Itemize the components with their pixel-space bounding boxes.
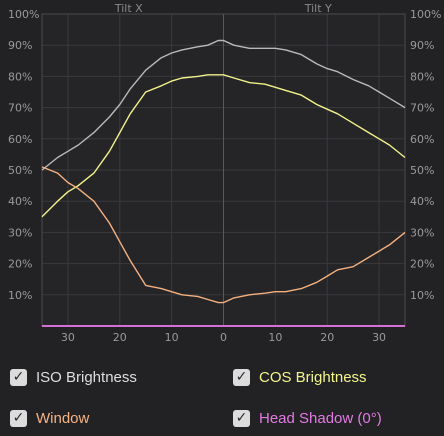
y-tick-label-right: 10% [410,289,434,302]
y-tick-label-left: 50% [8,164,32,177]
chart: 10% 10% 20% 20% 30% 30% 40% 40% 50% 50% 60% 60% 70% 7… [8,2,441,344]
x-tick-label: 20 [113,331,127,344]
panel-label-tilt-x: Tilt X [114,2,143,15]
y-tick-label-left: 30% [8,226,32,239]
y-tick-label-right: 30% [410,226,434,239]
legend-item-head-shadow[interactable]: ✓ Head Shadow (0°) [233,406,382,430]
checkmark-icon: ✓ [12,410,25,426]
y-tick-label-right: 60% [410,133,434,146]
checkmark-icon: ✓ [12,369,25,385]
legend: ✓ ISO Brightness ✓ COS Brightness ✓ Wind… [0,355,444,436]
y-tick-label-right: 80% [410,70,434,83]
y-tick-label-left: 10% [8,289,32,302]
legend-label-cos-brightness: COS Brightness [259,368,367,386]
x-tick-label: 0 [220,331,227,344]
checkmark-icon: ✓ [235,410,248,426]
legend-item-cos-brightness[interactable]: ✓ COS Brightness [233,365,367,389]
series-line-cos-brightness [41,74,406,218]
checkbox[interactable]: ✓ [10,409,27,427]
series-line-window [41,166,406,304]
y-tick-label-left: 70% [8,102,32,115]
y-tick-label-left: 90% [8,39,32,52]
y-tick-label-right: 40% [410,195,434,208]
x-tick-label: 20 [320,331,334,344]
y-tick-label-left: 80% [8,70,32,83]
y-tick-label-right: 20% [410,258,434,271]
legend-label-iso-brightness: ISO Brightness [36,368,137,386]
legend-label-window: Window [36,409,90,427]
y-tick-label-right: 70% [410,102,434,115]
y-tick-label-right: 100% [410,8,441,21]
legend-item-window[interactable]: ✓ Window [10,406,89,430]
x-tick-label: 10 [268,331,282,344]
y-tick-label-left: 40% [8,195,32,208]
y-tick-label-right: 50% [410,164,434,177]
checkmark-icon: ✓ [235,369,248,385]
checkbox[interactable]: ✓ [233,368,250,386]
series-line-iso-brightness [41,39,406,171]
x-tick-label: 30 [61,331,75,344]
checkbox[interactable]: ✓ [233,409,250,427]
legend-label-head-shadow: Head Shadow (0°) [259,409,382,427]
x-tick-label: 30 [372,331,386,344]
y-tick-label-right: 90% [410,39,434,52]
y-tick-label-left: 100% [8,8,39,21]
y-tick-label-left: 60% [8,133,32,146]
checkbox[interactable]: ✓ [10,368,27,386]
x-tick-label: 10 [165,331,179,344]
y-tick-label-left: 20% [8,258,32,271]
legend-item-iso-brightness[interactable]: ✓ ISO Brightness [10,365,137,389]
panel-label-tilt-y: Tilt Y [304,2,332,15]
